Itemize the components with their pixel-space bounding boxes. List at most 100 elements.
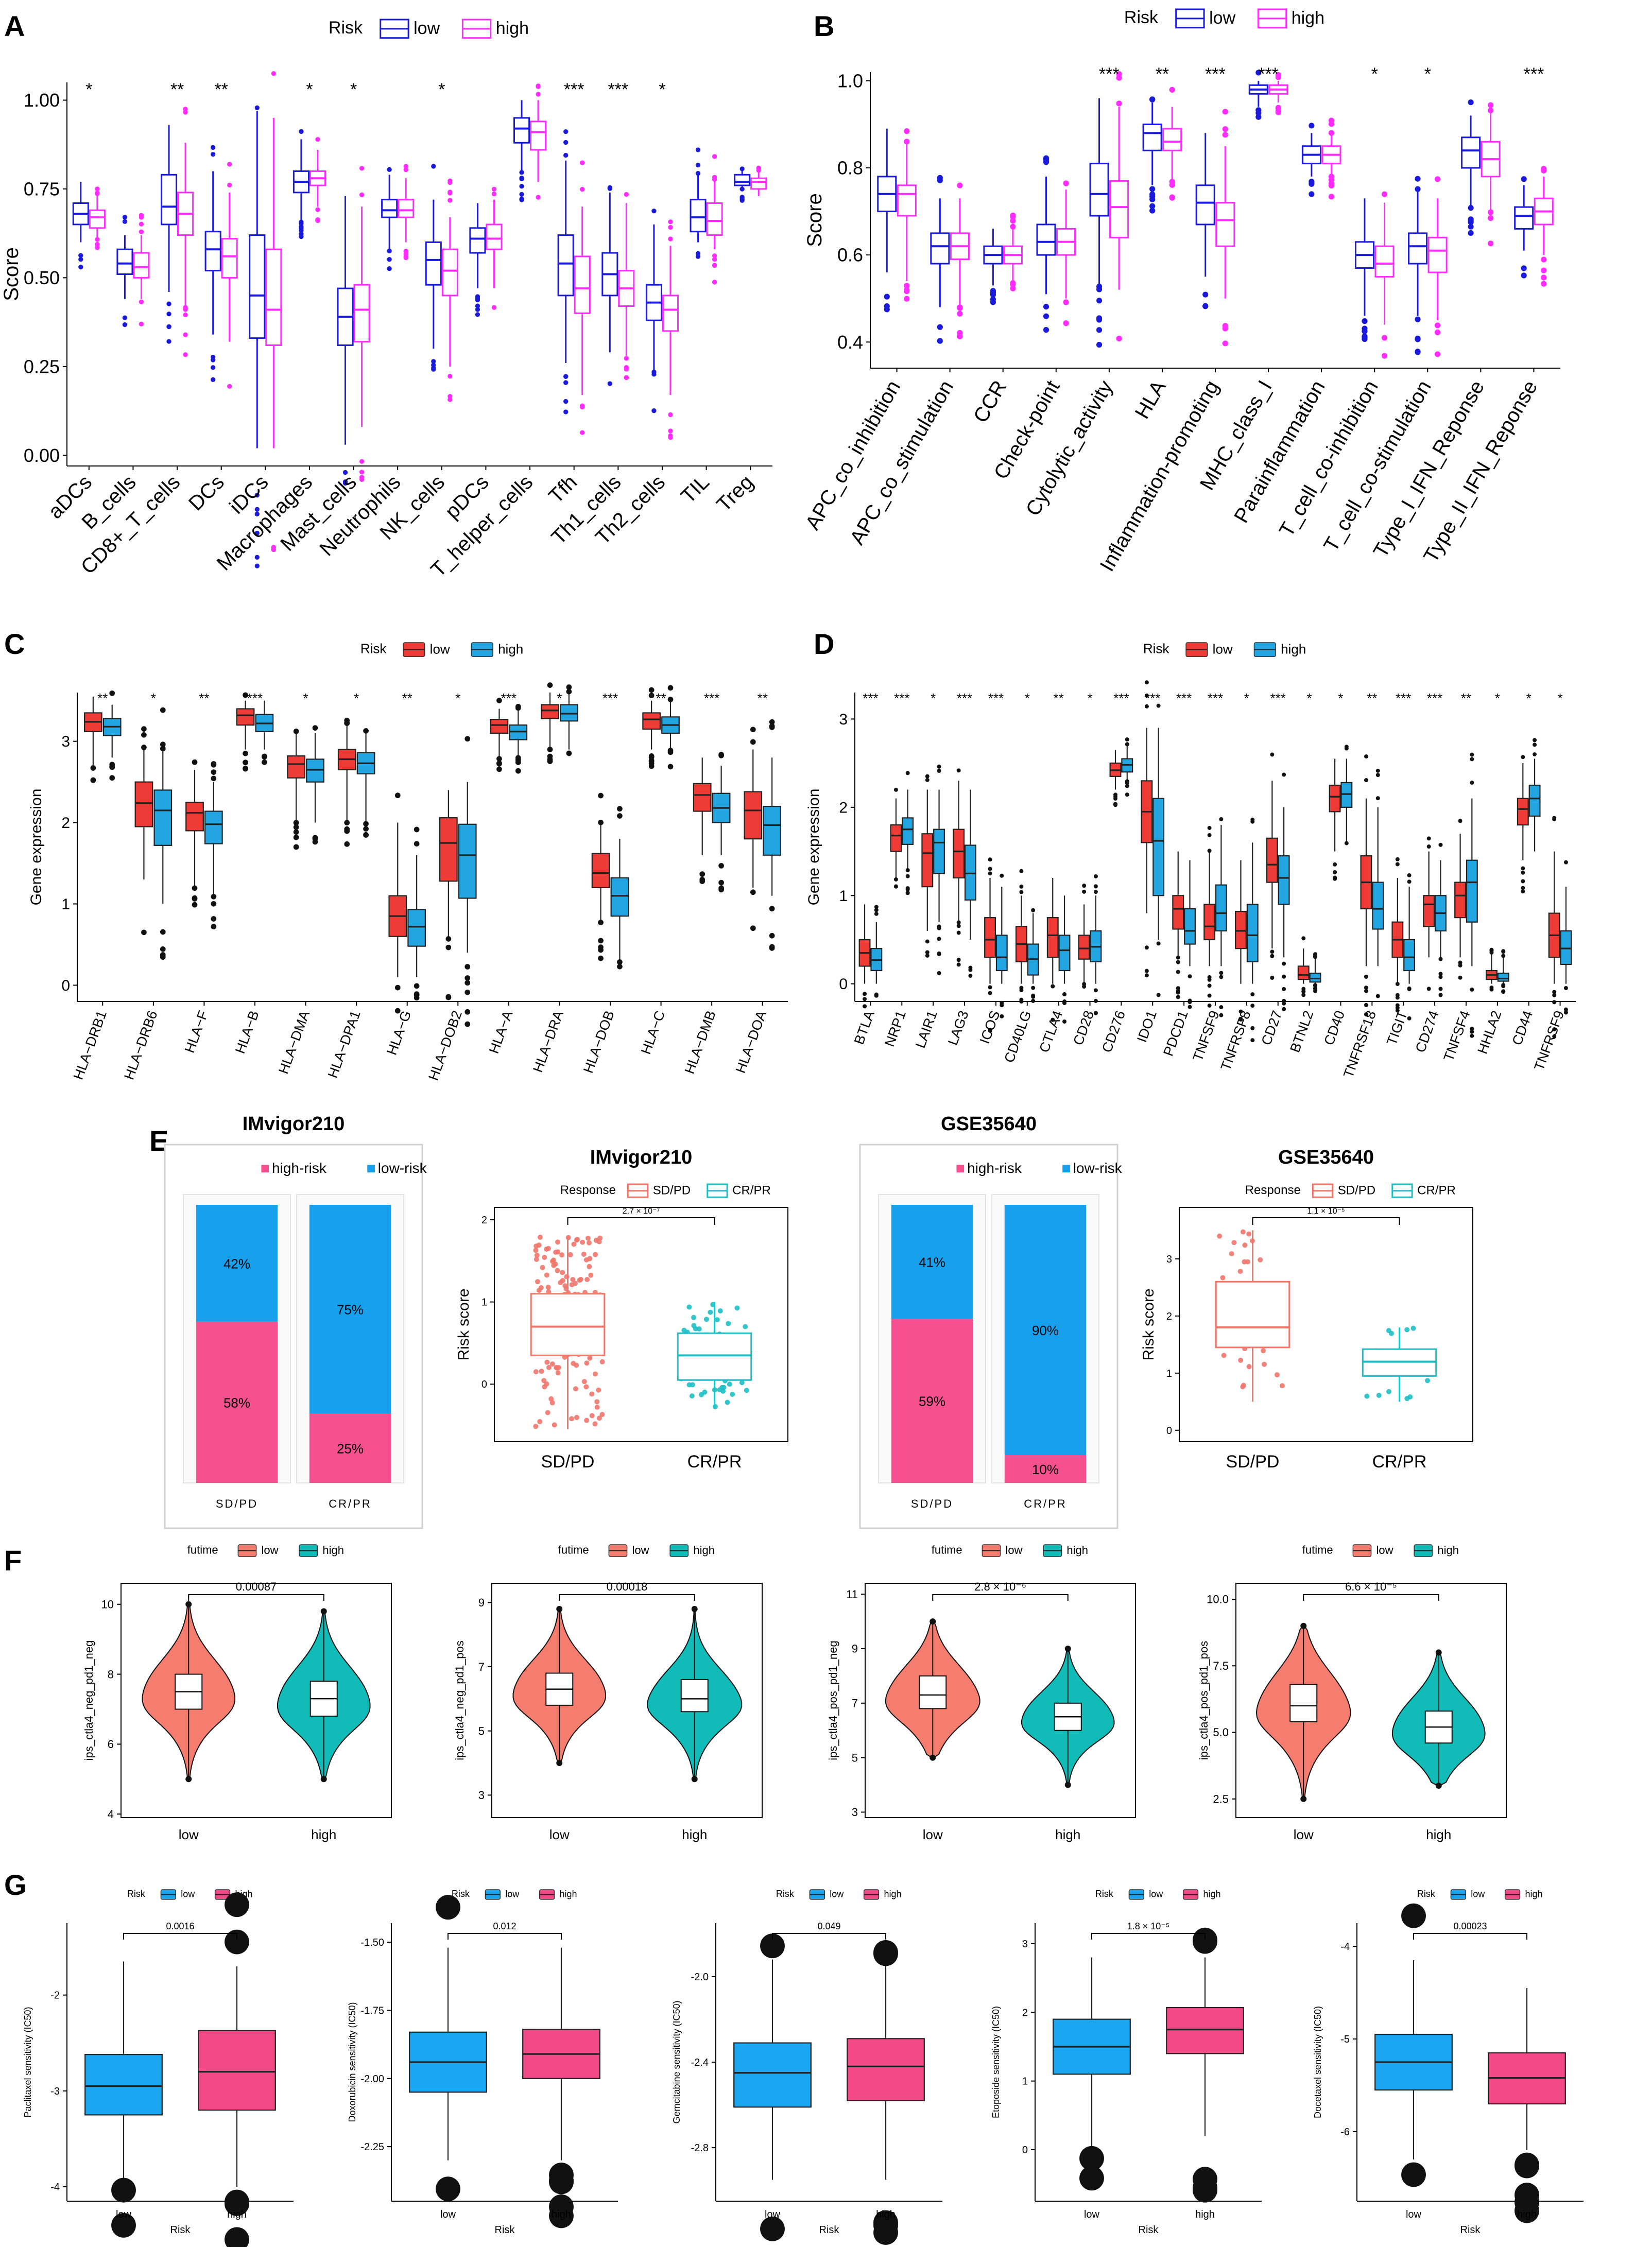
outlier-point [403, 249, 408, 254]
legend-swatch [1062, 1165, 1070, 1173]
significance-mark: *** [1258, 64, 1279, 84]
box [1297, 965, 1310, 980]
data-point [585, 1235, 591, 1241]
outlier-point [515, 768, 521, 774]
outlier-point [227, 384, 232, 389]
outlier-point [617, 806, 623, 812]
outlier-point [1043, 303, 1049, 310]
y-axis-title: Score [0, 247, 23, 301]
outlier-point [549, 2169, 574, 2194]
outlier-point [1489, 986, 1494, 990]
outlier-point [1415, 176, 1421, 182]
outlier-point [988, 867, 992, 871]
comparison-bracket [1303, 1594, 1439, 1601]
box-high [712, 752, 731, 893]
data-point [1261, 1361, 1267, 1367]
box [1278, 855, 1290, 905]
x-tick-label: low [179, 1827, 199, 1842]
significance-mark: * [659, 80, 665, 99]
significance-mark: * [350, 80, 357, 99]
data-point [1386, 1389, 1392, 1394]
x-axis-title: Risk [819, 2224, 840, 2236]
outlier-point [988, 871, 992, 876]
outlier-point [1533, 742, 1537, 747]
outlier-point [1309, 123, 1315, 129]
box-low [1423, 836, 1435, 991]
outlier-point [1000, 1000, 1004, 1005]
outlier-point [1470, 1029, 1474, 1034]
outlier-point [1169, 194, 1175, 200]
outlier-point [359, 459, 365, 464]
outlier-point [1415, 186, 1421, 192]
outlier-point [445, 944, 452, 950]
significance-mark: * [455, 690, 460, 706]
box-low [1036, 155, 1056, 333]
box-high [89, 186, 106, 250]
legend-title: Response [560, 1183, 616, 1197]
outlier-point [968, 965, 973, 970]
panel-f-violin-2: futime low high3579ips_ctla4_neg_pd1_poslo… [453, 1543, 763, 1842]
outlier-point [598, 938, 604, 944]
outlier-point [668, 412, 673, 418]
significance-mark: * [303, 690, 308, 706]
box [1195, 184, 1215, 226]
outlier-point [937, 937, 941, 941]
box [1517, 798, 1529, 826]
box [690, 199, 707, 233]
outlier-point [1064, 1645, 1071, 1652]
box-low [116, 215, 133, 327]
legend-item-high-risk: high-risk [261, 1160, 327, 1176]
data-point [560, 1270, 565, 1275]
outlier-point [192, 885, 198, 891]
outlier-point [1438, 975, 1443, 979]
y-axis-title: ips_ctla4_pos_pd1_neg [827, 1640, 839, 1760]
y-tick-label: 0.50 [24, 267, 60, 288]
outlier-point [1282, 772, 1286, 777]
outlier-point [1202, 303, 1209, 309]
outlier-point [1328, 194, 1335, 200]
box [1215, 1281, 1290, 1349]
data-point [534, 1252, 540, 1258]
bar-segment-high-risk [309, 1413, 391, 1483]
outlier-point [1313, 952, 1317, 957]
outlier-point [519, 170, 524, 175]
outlier-point [563, 409, 569, 414]
p-value: 0.00023 [1453, 1921, 1487, 1931]
outlier-point [1202, 291, 1209, 298]
x-tick-label: low [549, 1827, 570, 1842]
box-low [1142, 96, 1162, 214]
box [1461, 136, 1481, 169]
legend-title: Risk [329, 18, 363, 38]
significance-mark: * [1338, 690, 1343, 706]
data-point [544, 1272, 549, 1278]
outlier-point [475, 297, 480, 303]
box-high [750, 165, 767, 196]
outlier-point [254, 555, 260, 560]
data-point [544, 1246, 549, 1252]
outlier-point [160, 954, 166, 960]
legend-title: Risk [127, 1889, 146, 1899]
outlier-point [905, 887, 910, 892]
comparison-bracket [567, 1217, 715, 1225]
box [469, 227, 486, 254]
outlier-point [431, 164, 436, 169]
outlier-point [1063, 180, 1069, 186]
legend-item-high: high [299, 1544, 344, 1557]
y-tick-label: -2.8 [691, 2142, 709, 2154]
outlier-point [937, 952, 941, 957]
outlier-point [905, 891, 910, 895]
box-low [1266, 752, 1278, 980]
box-low [921, 774, 934, 958]
box-low [541, 682, 559, 764]
significance-mark: *** [603, 690, 618, 706]
legend-label: high [559, 1889, 577, 1899]
outlier-point [515, 759, 521, 765]
outlier-point [1144, 704, 1149, 708]
data-point [533, 1248, 539, 1253]
outlier-point [1082, 884, 1087, 888]
outlier-point [1062, 1019, 1067, 1024]
outlier-point [1309, 191, 1315, 197]
outlier-point [464, 975, 471, 981]
box-low [337, 196, 354, 486]
legend-label: CR/PR [732, 1184, 771, 1198]
